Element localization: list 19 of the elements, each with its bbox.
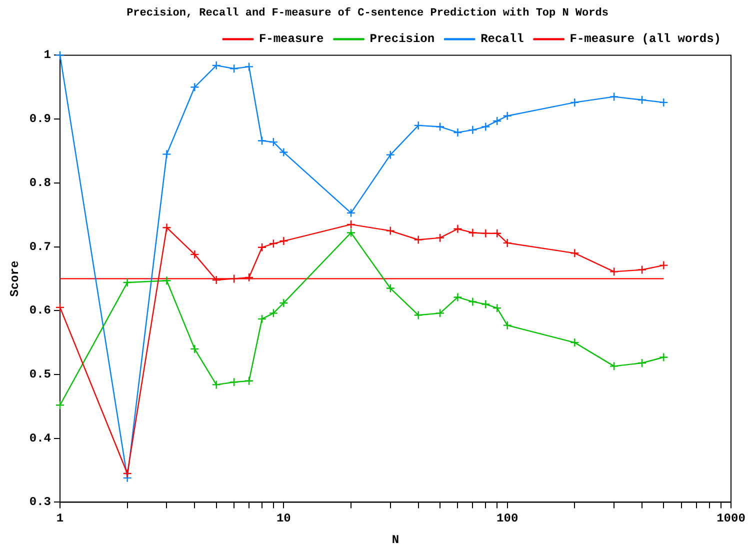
- x-axis-title: N: [392, 532, 400, 547]
- x-tick-label: 1000: [716, 511, 746, 526]
- y-tick-label: 0.3: [29, 495, 52, 510]
- legend-label: Recall: [480, 32, 524, 46]
- legend-label: F-measure (all words): [570, 32, 722, 46]
- chart-title: Precision, Recall and F-measure of C-sentence Prediction with Top N Words: [126, 6, 608, 20]
- y-tick-label: 0.6: [29, 304, 52, 318]
- legend-label: F-measure: [258, 32, 324, 46]
- y-tick-label: 1: [44, 48, 52, 62]
- legend-label: Precision: [370, 32, 435, 46]
- y-tick-label: 0.7: [29, 240, 52, 254]
- y-tick-label: 0.8: [29, 176, 52, 190]
- x-tick-label: 10: [276, 511, 291, 526]
- y-axis-title: Score: [8, 260, 22, 297]
- y-tick-label: 0.4: [29, 431, 52, 446]
- x-tick-label: 100: [496, 511, 518, 526]
- y-tick-label: 0.9: [29, 112, 52, 126]
- x-tick-label: 1: [56, 511, 64, 526]
- y-tick-label: 0.5: [29, 368, 52, 382]
